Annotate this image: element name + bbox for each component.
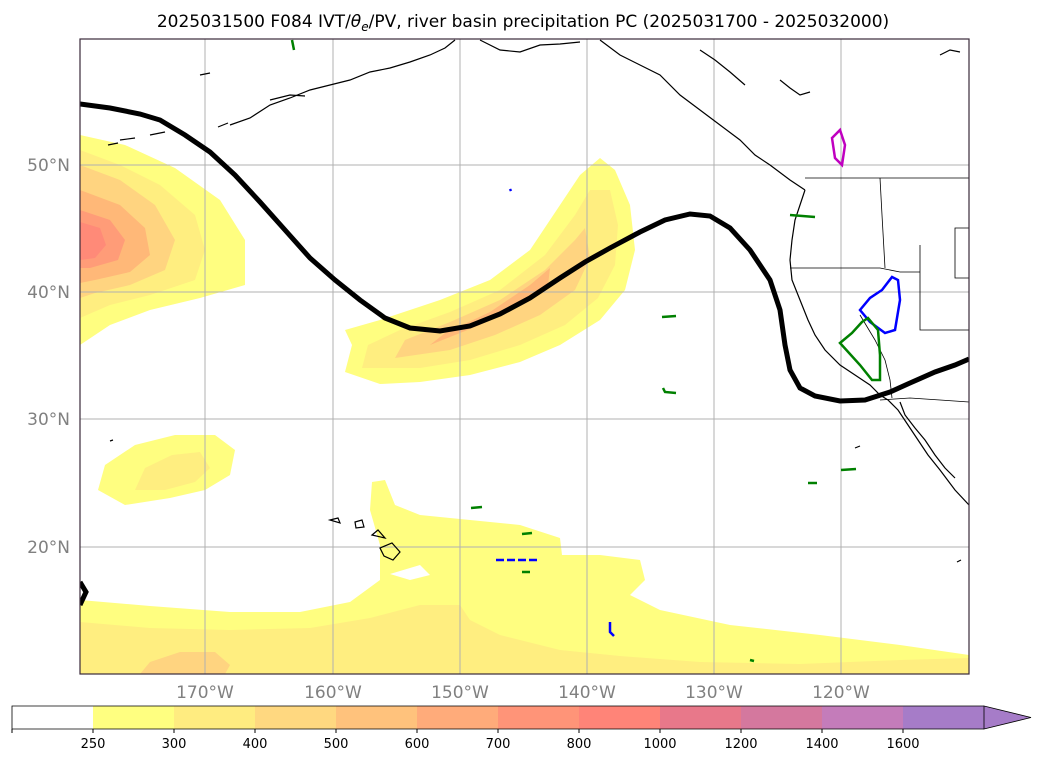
colorbar-tick-label: 250 [81, 737, 106, 752]
ivt-500-plume [430, 268, 550, 345]
coastlines [107, 39, 969, 563]
basin-green-9 [749, 658, 755, 663]
map-frame [79, 38, 970, 675]
pv-contour [80, 101, 969, 404]
lat-label: 50°N [27, 156, 70, 176]
ivt-notch [390, 565, 430, 580]
lon-label: 130°W [685, 683, 743, 703]
basin-green-1 [661, 314, 677, 319]
gridlines [80, 39, 969, 674]
colorbar-tick-label: 1600 [886, 737, 919, 752]
longitude-labels: 170°W 160°W 150°W 140°W 130°W 120°W [176, 683, 870, 703]
basin-green-california [838, 316, 882, 382]
lon-label: 150°W [431, 683, 489, 703]
basin-green-5 [470, 505, 483, 510]
colorbar-segment [12, 706, 93, 729]
basin-green-2 [661, 387, 677, 395]
ivt-300-sub [135, 452, 210, 490]
colorbar-segment [417, 706, 498, 729]
colorbar-segment [579, 706, 660, 729]
pv-contour-edge [80, 580, 89, 607]
lon-label: 140°W [558, 683, 616, 703]
basin-magenta [830, 127, 847, 168]
colorbar: 250 300 400 500 600 700 800 1000 1200 1400 1600 [11, 705, 1032, 752]
colorbar-tick-label: 400 [243, 737, 268, 752]
colorbar-tick-label: 500 [324, 737, 349, 752]
basin-green-6 [521, 531, 533, 536]
lat-label: 40°N [27, 283, 70, 303]
basin-green-coast [789, 213, 816, 219]
colorbar-tick-label: 300 [162, 737, 187, 752]
map-title: 2025031500 F084 IVT/θe/PV, river basin p… [157, 12, 889, 34]
colorbar-tick-label: 1400 [805, 737, 838, 752]
borders [790, 177, 969, 403]
lon-label: 160°W [304, 683, 362, 703]
colorbar-tick-label: 1000 [643, 737, 676, 752]
colorbar-extend-arrow [983, 705, 1032, 730]
basin-outlines [290, 39, 902, 663]
basin-blue-dot [508, 188, 513, 192]
colorbar-segment [660, 706, 741, 729]
colorbar-segment [822, 706, 903, 729]
colorbar-tick-label: 600 [405, 737, 430, 752]
colorbar-segment [255, 706, 336, 729]
lon-label: 170°W [176, 683, 234, 703]
lat-label: 30°N [27, 410, 70, 430]
basin-green-3 [840, 467, 857, 472]
ivt-300-south [80, 605, 969, 674]
ivt-700-west [80, 222, 106, 260]
colorbar-tick-label: 1200 [724, 737, 757, 752]
latitude-labels: 50°N 40°N 30°N 20°N [27, 156, 70, 558]
colorbar-segment [174, 706, 255, 729]
colorbar-segment [741, 706, 822, 729]
ivt-300-plume [362, 190, 618, 368]
ivt-400-south [140, 652, 230, 674]
colorbar-segment [498, 706, 579, 729]
colorbar-tick-label: 700 [486, 737, 511, 752]
basin-green-8 [290, 39, 296, 51]
colorbar-tick-label: 800 [567, 737, 592, 752]
ivt-400-plume [395, 228, 590, 358]
colorbar-segment [336, 706, 417, 729]
lat-label: 20°N [27, 538, 70, 558]
lon-label: 120°W [812, 683, 870, 703]
ivt-250-south [80, 480, 969, 674]
map-area [80, 39, 969, 674]
basin-blue-small [608, 622, 615, 637]
colorbar-segment [903, 706, 984, 729]
colorbar-segment [93, 706, 174, 729]
